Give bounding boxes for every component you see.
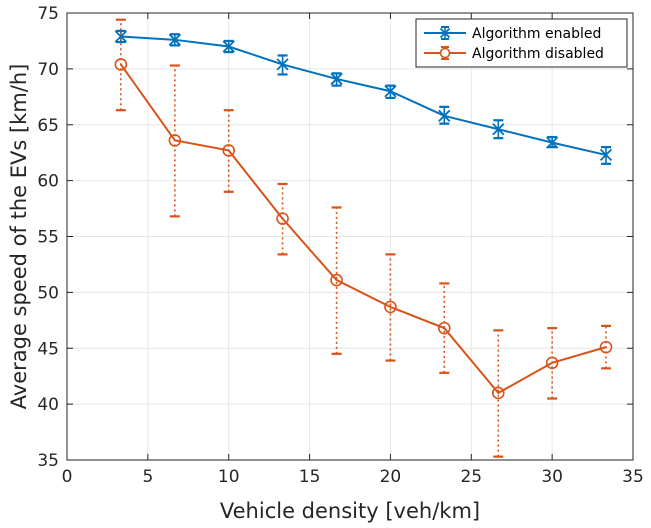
x-tick-label: 10 xyxy=(218,467,240,487)
data-point-stroke xyxy=(276,58,289,71)
x-axis-label: Vehicle density [veh/km] xyxy=(220,499,480,523)
data-point xyxy=(599,148,613,162)
data-point-stroke xyxy=(599,148,613,162)
y-tick-label: 45 xyxy=(37,339,59,359)
data-point xyxy=(599,340,613,354)
legend: Algorithm enabled Algorithm disabled xyxy=(415,18,628,68)
legend-item-2: Algorithm disabled xyxy=(424,46,604,62)
grid xyxy=(66,12,634,461)
y-axis-tick-labels: 35 40 45 50 55 60 65 70 75 xyxy=(37,4,59,471)
y-tick-label: 35 xyxy=(37,451,59,471)
data-point xyxy=(437,321,451,335)
x-tick-label: 20 xyxy=(380,467,402,487)
data-point-stroke xyxy=(114,30,127,43)
y-tick-label: 70 xyxy=(37,60,59,80)
data-point xyxy=(276,58,289,71)
data-point xyxy=(491,386,505,400)
y-tick-label: 40 xyxy=(37,395,59,415)
x-tick-label: 30 xyxy=(541,467,563,487)
series-layer xyxy=(114,18,613,458)
data-point xyxy=(438,109,451,122)
data-point xyxy=(545,356,559,370)
data-point-stroke xyxy=(546,136,559,149)
x-tick-label: 35 xyxy=(622,467,644,487)
legend-item-1: Algorithm enabled xyxy=(424,26,601,42)
x-tick-label: 25 xyxy=(460,467,482,487)
data-point xyxy=(168,33,181,46)
data-point xyxy=(384,85,397,98)
data-point xyxy=(276,212,289,225)
data-point xyxy=(492,123,505,136)
legend-label: Algorithm enabled xyxy=(472,26,601,42)
axis-ticks xyxy=(66,12,634,461)
y-tick-label: 55 xyxy=(37,228,59,248)
data-point xyxy=(114,58,128,71)
y-tick-label: 65 xyxy=(37,116,59,136)
legend-marker xyxy=(439,47,451,59)
y-axis-label: Average speed of the EVs [km/h] xyxy=(7,64,31,410)
y-tick-label: 50 xyxy=(37,283,59,303)
legend-items: Algorithm enabled Algorithm disabled xyxy=(424,26,604,62)
legend-marker xyxy=(439,27,451,39)
legend-box xyxy=(415,18,628,68)
data-point xyxy=(330,72,343,86)
series-1 xyxy=(114,29,613,165)
legend-label: Algorithm disabled xyxy=(472,46,604,62)
data-point-stroke xyxy=(438,109,451,122)
data-point xyxy=(168,134,182,147)
series-2 xyxy=(114,18,613,458)
data-point-stroke xyxy=(330,72,343,86)
data-point xyxy=(384,300,397,314)
y-tick-label: 60 xyxy=(37,172,59,192)
data-point-stroke xyxy=(168,33,181,46)
data-point xyxy=(114,30,127,43)
x-tick-label: 15 xyxy=(299,467,321,487)
series-line xyxy=(120,63,607,395)
data-point xyxy=(222,144,236,157)
series-line xyxy=(120,35,607,156)
data-point xyxy=(546,136,559,149)
data-point-stroke xyxy=(384,85,397,98)
x-axis-tick-labels: 0 5 10 15 20 25 30 35 xyxy=(62,467,644,487)
x-tick-label: 0 xyxy=(62,467,73,487)
x-tick-label: 5 xyxy=(142,467,153,487)
y-tick-label: 75 xyxy=(37,4,59,24)
data-point xyxy=(222,40,235,53)
data-point xyxy=(330,273,343,287)
data-point-stroke xyxy=(222,40,235,53)
data-point-stroke xyxy=(492,123,505,136)
